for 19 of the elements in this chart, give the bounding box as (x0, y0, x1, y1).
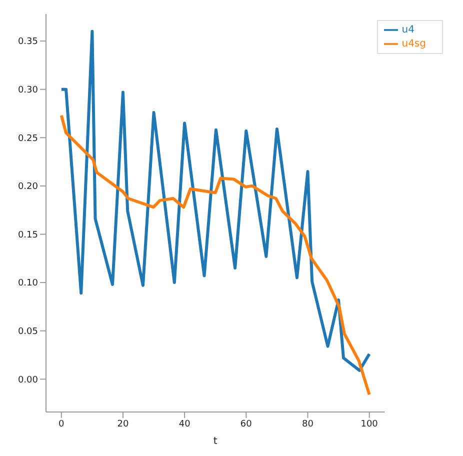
legend-label: u4 (402, 24, 414, 36)
y-tick-label: 0.35 (18, 37, 38, 48)
y-tick-label: 0.10 (18, 278, 38, 289)
y-tick-label: 0.30 (18, 86, 38, 96)
y-tick-label: 0.05 (18, 327, 38, 338)
x-tick-label: 60 (240, 419, 252, 430)
x-tick-label: 100 (360, 419, 378, 430)
line-series (60, 30, 371, 372)
x-tick-label: 0 (58, 419, 65, 430)
x-tick-label: 40 (178, 419, 191, 430)
y-tick-label: 0.00 (18, 375, 38, 386)
y-tick-label: 0.15 (18, 230, 38, 240)
x-tick-label: 20 (117, 419, 129, 430)
y-tick-label: 0.25 (18, 134, 38, 144)
x-tick-label: 80 (302, 419, 314, 430)
y-tick-label: 0.20 (18, 182, 38, 192)
x-axis-title: t (213, 436, 218, 447)
line-series (60, 114, 371, 396)
legend-label: u4sg (402, 38, 426, 50)
